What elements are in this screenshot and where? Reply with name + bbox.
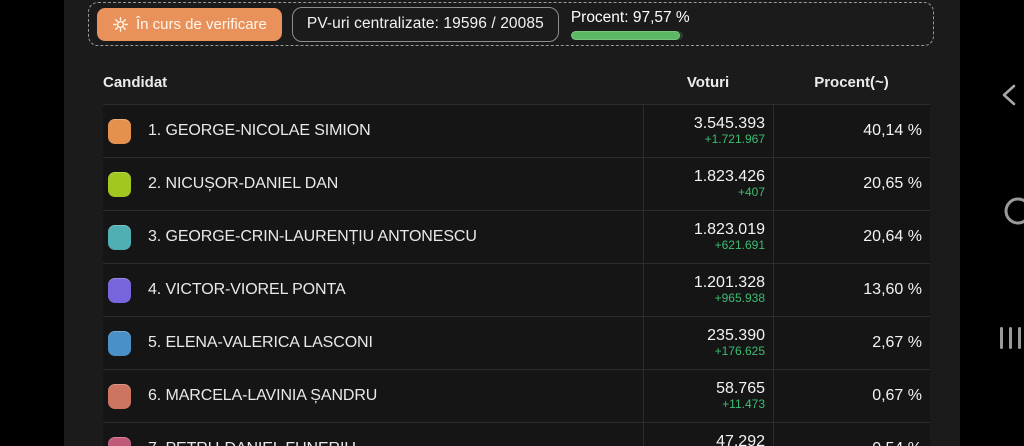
candidate-row[interactable]: 1. GEORGE-NICOLAE SIMION 3.545.393 +1.72… bbox=[103, 104, 930, 157]
circle-icon[interactable] bbox=[1003, 196, 1024, 231]
votes-value: 235.390 bbox=[707, 326, 765, 344]
votes-value: 1.201.328 bbox=[693, 273, 765, 291]
status-topbar: În curs de verificare PV-uri centralizat… bbox=[88, 2, 934, 46]
column-header-percent: Procent(~) bbox=[814, 73, 889, 91]
table-body: 1. GEORGE-NICOLAE SIMION 3.545.393 +1.72… bbox=[103, 104, 930, 446]
candidate-name: 2. NICUȘOR-DANIEL DAN bbox=[148, 175, 339, 192]
grip-bars-icon[interactable] bbox=[1000, 327, 1021, 349]
candidate-row[interactable]: 4. VICTOR-VIOREL PONTA 1.201.328 +965.93… bbox=[103, 263, 930, 316]
column-header-candidate: Candidat bbox=[103, 73, 168, 91]
candidate-name: 6. MARCELA-LAVINIA ȘANDRU bbox=[148, 387, 378, 404]
votes-value: 1.823.426 bbox=[693, 167, 765, 185]
votes-value: 3.545.393 bbox=[693, 114, 765, 132]
candidate-row[interactable]: 6. MARCELA-LAVINIA ȘANDRU 58.765 +11.473… bbox=[103, 369, 930, 422]
votes-delta: +621.691 bbox=[714, 238, 765, 253]
percent-value: 40,14 % bbox=[863, 122, 922, 139]
chevron-left-icon[interactable] bbox=[1001, 83, 1017, 112]
candidate-row[interactable]: 7. PETRU-DANIEL FUNERIU 47.292 0,54 % bbox=[103, 422, 930, 446]
progress-bar-track bbox=[570, 30, 683, 40]
gear-icon bbox=[112, 16, 129, 33]
candidate-color-swatch bbox=[108, 171, 131, 197]
candidate-color-swatch bbox=[108, 383, 131, 409]
candidate-color-swatch bbox=[108, 277, 131, 303]
progress-bar-fill bbox=[570, 30, 681, 40]
verification-status-label: În curs de verificare bbox=[136, 15, 267, 33]
percent-label: Procent: 97,57 % bbox=[570, 8, 690, 26]
candidate-name: 7. PETRU-DANIEL FUNERIU bbox=[148, 440, 356, 446]
candidate-color-swatch bbox=[108, 436, 131, 446]
pv-summary-label: PV-uri centralizate: 19596 / 20085 bbox=[306, 15, 544, 32]
percent-value: 20,64 % bbox=[863, 228, 922, 245]
percent-value: 0,67 % bbox=[872, 387, 922, 404]
table-header-row: Candidat Voturi Procent(~) bbox=[103, 60, 930, 104]
percent-value: 13,60 % bbox=[863, 281, 922, 298]
votes-delta: +11.473 bbox=[722, 397, 765, 412]
candidate-name: 5. ELENA-VALERICA LASCONI bbox=[148, 334, 373, 351]
candidate-row[interactable]: 2. NICUȘOR-DANIEL DAN 1.823.426 +407 20,… bbox=[103, 157, 930, 210]
verification-status-button[interactable]: În curs de verificare bbox=[97, 7, 282, 41]
candidate-name: 4. VICTOR-VIOREL PONTA bbox=[148, 281, 346, 298]
votes-delta: +1.721.967 bbox=[704, 132, 765, 147]
pv-centralized-summary: PV-uri centralizate: 19596 / 20085 bbox=[291, 6, 559, 42]
candidate-name: 1. GEORGE-NICOLAE SIMION bbox=[148, 122, 371, 139]
candidate-color-swatch bbox=[108, 224, 131, 250]
column-header-votes: Voturi bbox=[686, 73, 730, 91]
percent-value: 0,54 % bbox=[872, 440, 922, 446]
candidate-color-swatch bbox=[108, 118, 131, 144]
votes-delta: +407 bbox=[737, 185, 765, 200]
percent-progress: Procent: 97,57 % bbox=[569, 9, 690, 40]
votes-delta: +965.938 bbox=[714, 291, 765, 306]
votes-delta: +176.625 bbox=[714, 344, 765, 359]
votes-value: 1.823.019 bbox=[693, 220, 765, 238]
votes-value: 58.765 bbox=[716, 379, 765, 397]
candidate-color-swatch bbox=[108, 330, 131, 356]
votes-value: 47.292 bbox=[716, 433, 765, 446]
results-table: Candidat Voturi Procent(~) 1. GEORGE-NIC… bbox=[103, 60, 930, 446]
candidate-name: 3. GEORGE-CRIN-LAURENȚIU ANTONESCU bbox=[148, 228, 477, 245]
candidate-row[interactable]: 5. ELENA-VALERICA LASCONI 235.390 +176.6… bbox=[103, 316, 930, 369]
candidate-row[interactable]: 3. GEORGE-CRIN-LAURENȚIU ANTONESCU 1.823… bbox=[103, 210, 930, 263]
percent-value: 2,67 % bbox=[872, 334, 922, 351]
percent-value: 20,65 % bbox=[863, 175, 922, 192]
